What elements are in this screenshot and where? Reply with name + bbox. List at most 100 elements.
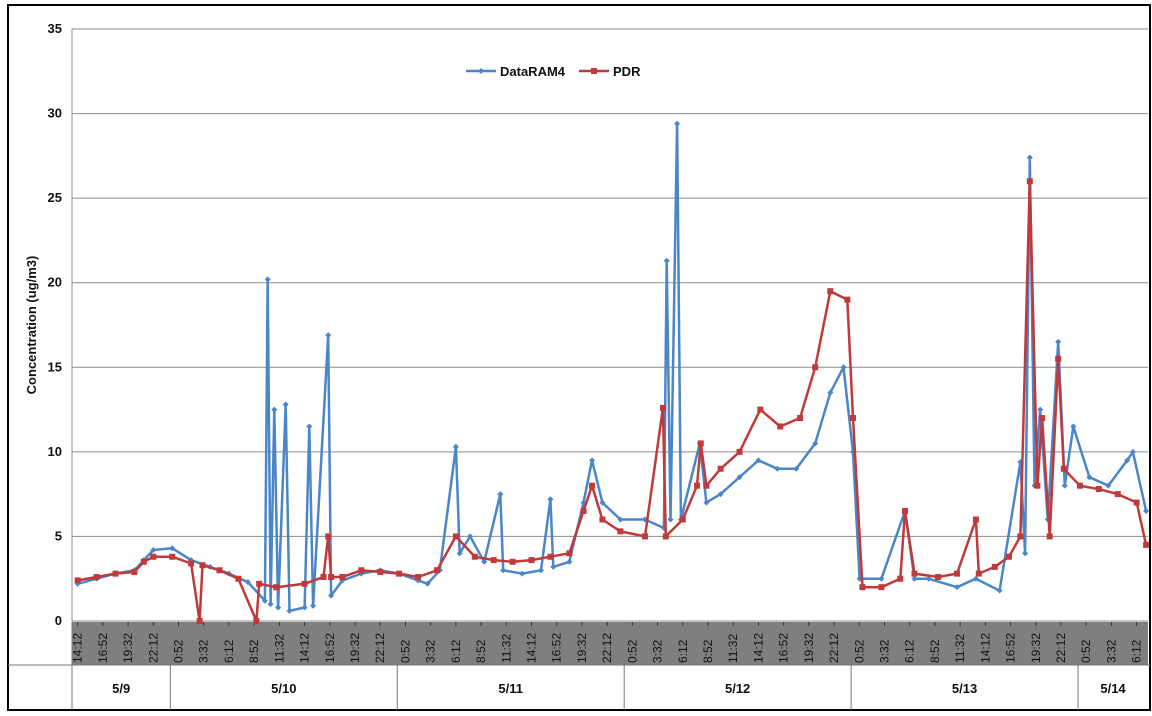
legend-item: DataRAM4	[466, 64, 566, 79]
x-tick-label: 22:12	[373, 633, 387, 663]
point	[566, 558, 573, 565]
x-tick-label: 8:52	[701, 639, 715, 663]
day-label: 5/10	[271, 681, 296, 696]
point	[925, 575, 932, 582]
point	[267, 601, 274, 608]
point	[679, 516, 686, 523]
point	[424, 580, 431, 587]
y-tick-label: 5	[55, 528, 62, 543]
point	[996, 587, 1003, 594]
point	[415, 574, 422, 581]
point	[328, 592, 335, 599]
point	[275, 604, 282, 611]
point	[793, 465, 800, 472]
point	[812, 440, 819, 447]
point	[1105, 482, 1112, 489]
point	[310, 602, 317, 609]
point	[1034, 482, 1041, 489]
legend-marker	[591, 68, 598, 74]
point	[717, 491, 724, 498]
day-label: 5/9	[112, 681, 130, 696]
x-tick-label: 3:32	[1104, 639, 1118, 663]
point	[703, 499, 710, 506]
y-tick-label: 20	[48, 275, 62, 290]
x-tick-label: 11:32	[499, 634, 513, 663]
point	[1061, 482, 1068, 489]
y-axis-label: Concentration (ug/m3)	[24, 256, 39, 395]
point	[256, 580, 263, 587]
x-tick-label: 6:12	[1130, 639, 1144, 663]
point	[1133, 499, 1140, 506]
point	[235, 575, 242, 582]
point	[911, 575, 918, 582]
y-tick-label: 0	[55, 613, 62, 628]
point	[490, 557, 497, 564]
x-tick-label: 22:12	[146, 633, 160, 663]
point	[519, 570, 526, 577]
point	[471, 553, 478, 560]
point	[1114, 491, 1121, 498]
point	[169, 545, 176, 552]
point	[1124, 457, 1131, 464]
point	[112, 570, 119, 577]
point	[1055, 338, 1062, 345]
x-tick-label: 14:12	[525, 633, 539, 663]
point	[481, 558, 488, 565]
point	[1006, 553, 1013, 560]
point	[547, 496, 554, 503]
point	[697, 440, 704, 447]
x-tick-label: 3:32	[424, 639, 438, 663]
point	[1095, 486, 1102, 493]
point	[617, 516, 624, 523]
x-tick-label: 6:12	[222, 639, 236, 663]
point	[954, 584, 961, 591]
series-line	[77, 122, 1148, 613]
x-tick-label: 22:12	[827, 633, 841, 663]
point	[1026, 154, 1033, 161]
point	[301, 580, 308, 587]
point	[1076, 482, 1083, 489]
x-tick-label: 0:52	[172, 639, 186, 663]
point	[131, 568, 138, 575]
point	[599, 516, 606, 523]
point	[199, 562, 206, 569]
legend-item: PDR	[579, 64, 641, 79]
point	[827, 389, 834, 396]
point	[301, 604, 308, 611]
x-tick-label: 0:52	[852, 639, 866, 663]
point	[339, 574, 346, 581]
x-tick-label: 3:32	[651, 639, 665, 663]
x-tick-label: 14:12	[978, 633, 992, 663]
x-tick-label: 8:52	[247, 639, 261, 663]
point	[1143, 508, 1150, 515]
point	[358, 567, 365, 574]
point	[827, 288, 834, 295]
point	[617, 528, 624, 535]
point	[377, 568, 384, 575]
point	[580, 508, 587, 515]
x-tick-label: 19:32	[575, 633, 589, 663]
point	[261, 597, 268, 604]
point	[196, 618, 203, 624]
point	[244, 579, 251, 586]
day-label: 5/13	[952, 681, 977, 696]
x-tick-label: 6:12	[903, 639, 917, 663]
point	[755, 457, 762, 464]
point	[859, 584, 866, 591]
point	[663, 257, 670, 264]
point	[589, 457, 596, 464]
point	[216, 567, 223, 574]
point	[641, 533, 648, 540]
point	[150, 546, 157, 553]
point	[659, 404, 666, 411]
point	[433, 567, 440, 574]
point	[188, 560, 195, 567]
point	[1046, 533, 1053, 540]
point	[328, 574, 335, 581]
point	[93, 574, 100, 581]
point	[497, 491, 504, 498]
point	[878, 575, 885, 582]
point	[844, 296, 851, 303]
point	[264, 276, 271, 283]
